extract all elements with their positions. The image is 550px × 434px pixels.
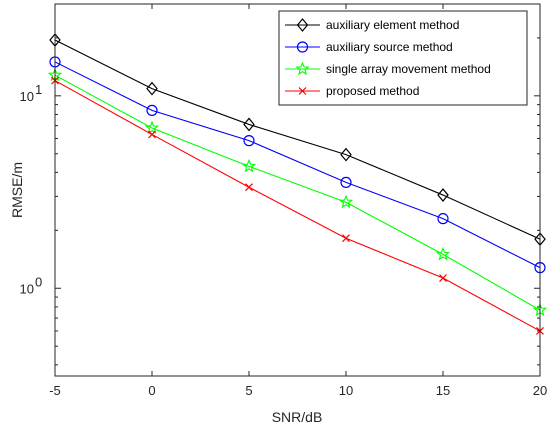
- series-line: [54, 61, 541, 269]
- x-tick-label: 15: [436, 383, 450, 398]
- legend-item: single array movement method: [285, 61, 491, 76]
- x-tick-label: -5: [49, 383, 61, 398]
- x-tick-label: 0: [148, 383, 155, 398]
- data-point-marker: [243, 117, 255, 132]
- data-point-marker: [146, 81, 158, 96]
- x-tick-label: 20: [533, 383, 547, 398]
- legend-label: proposed method: [326, 84, 419, 98]
- data-point-marker: [245, 183, 253, 192]
- plot-frame: [54, 3, 541, 377]
- legend-label: auxiliary element method: [326, 18, 459, 32]
- legend-item: proposed method: [285, 84, 419, 98]
- data-point-marker: [146, 104, 158, 116]
- data-point-marker: [144, 120, 160, 135]
- y-tick-label-exponent: 1: [35, 82, 42, 97]
- legend-marker: [298, 87, 307, 95]
- legend-marker: [296, 41, 309, 53]
- legend-label: auxiliary source method: [326, 40, 453, 54]
- data-point-marker: [439, 274, 447, 282]
- data-point-marker: [437, 213, 449, 225]
- x-axis-label: SNR/dB: [272, 409, 323, 425]
- x-axis-ticks: -5 0 5 10 15 20: [49, 4, 547, 398]
- data-point-marker: [435, 246, 451, 261]
- legend-label: single array movement method: [326, 62, 491, 76]
- legend: auxiliary element method auxiliary source…: [278, 10, 528, 106]
- data-point-marker: [241, 158, 257, 173]
- x-tick-label: 5: [245, 383, 252, 398]
- series-1: [49, 33, 546, 247]
- legend-marker: [296, 18, 309, 32]
- data-point-marker: [340, 147, 352, 162]
- data-point-marker: [338, 194, 354, 209]
- series-line: [54, 74, 541, 311]
- data-point-marker: [243, 135, 255, 147]
- series-line: [54, 80, 541, 332]
- data-point-marker: [437, 188, 449, 202]
- y-tick-label: 10: [20, 89, 34, 104]
- data-point-marker: [340, 176, 352, 188]
- legend-marker: [295, 61, 310, 76]
- y-axis-label: RMSE/m: [9, 162, 25, 218]
- legend-item: auxiliary element method: [285, 18, 459, 32]
- legend-item: auxiliary source method: [285, 40, 453, 54]
- y-tick-label-exponent: 0: [35, 274, 42, 289]
- x-tick-label: 10: [339, 383, 353, 398]
- series-line: [54, 39, 541, 240]
- legend-box: [278, 10, 528, 106]
- data-point-marker: [148, 130, 156, 139]
- data-point-marker: [342, 234, 350, 243]
- y-tick-label: 10: [20, 281, 34, 296]
